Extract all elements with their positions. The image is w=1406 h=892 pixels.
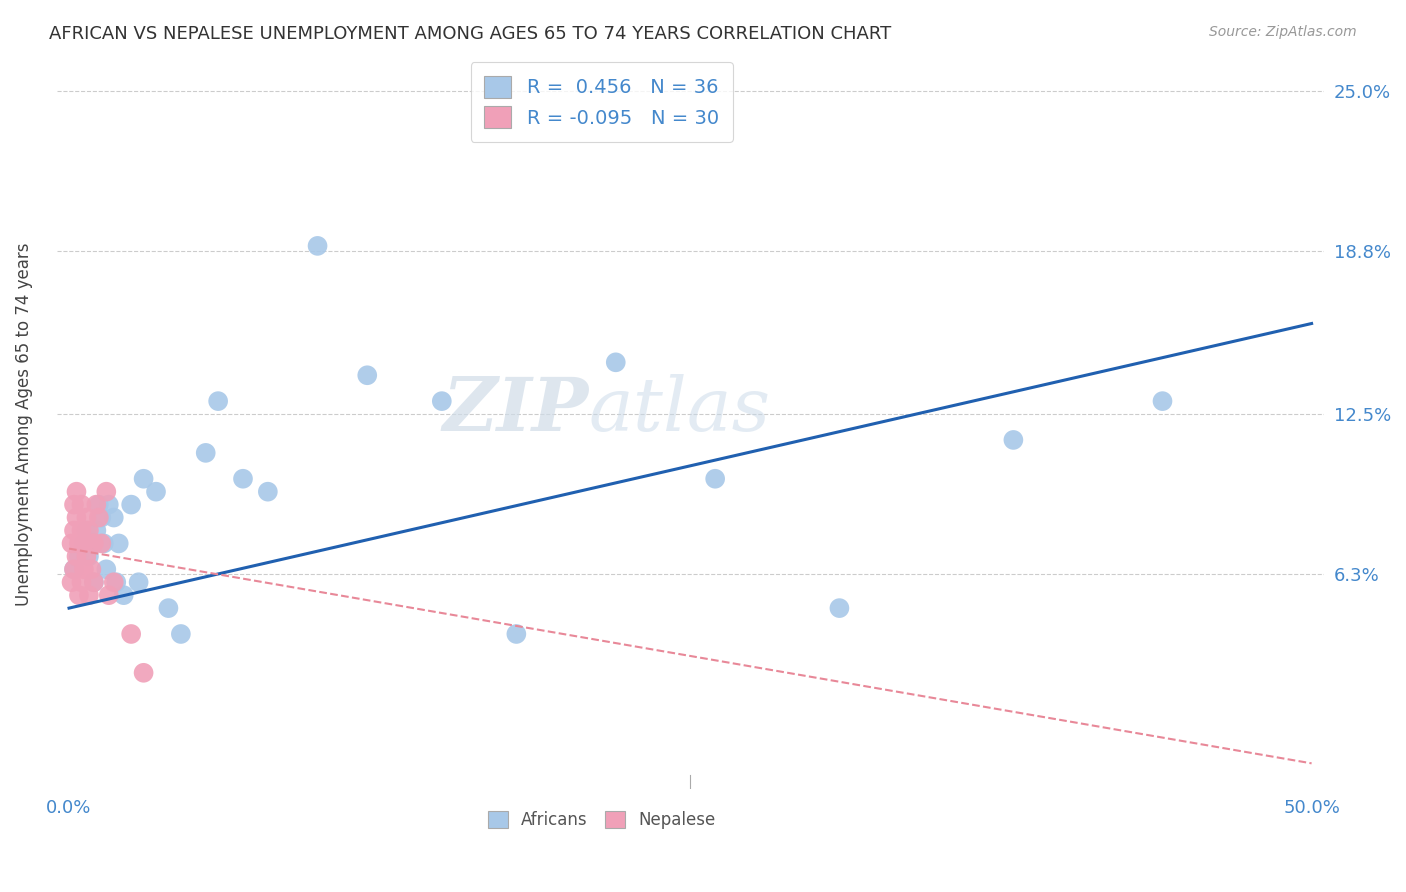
- Point: [63, 498, 86, 512]
- Point: [65, 484, 87, 499]
- Text: atlas: atlas: [589, 374, 770, 446]
- Point: [93, 536, 115, 550]
- Point: [96, 484, 118, 499]
- Point: [157, 601, 180, 615]
- Point: [75, 524, 97, 538]
- Point: [87, 498, 110, 512]
- Point: [75, 510, 97, 524]
- Point: [77, 549, 100, 564]
- Point: [145, 484, 167, 499]
- Point: [83, 575, 105, 590]
- Point: [86, 524, 108, 538]
- Point: [207, 394, 229, 409]
- Point: [96, 562, 118, 576]
- Point: [73, 536, 96, 550]
- Point: [70, 498, 93, 512]
- Point: [105, 575, 128, 590]
- Point: [80, 536, 103, 550]
- Point: [828, 601, 851, 615]
- Text: Source: ZipAtlas.com: Source: ZipAtlas.com: [1209, 25, 1357, 39]
- Point: [128, 575, 150, 590]
- Point: [97, 498, 120, 512]
- Point: [505, 627, 527, 641]
- Point: [80, 562, 103, 576]
- Y-axis label: Unemployment Among Ages 65 to 74 years: Unemployment Among Ages 65 to 74 years: [15, 243, 32, 607]
- Point: [63, 562, 86, 576]
- Point: [77, 524, 100, 538]
- Legend: Africans, Nepalese: Africans, Nepalese: [481, 804, 721, 836]
- Point: [120, 627, 142, 641]
- Point: [112, 588, 135, 602]
- Point: [1002, 433, 1025, 447]
- Point: [97, 588, 120, 602]
- Point: [65, 510, 87, 524]
- Point: [87, 510, 110, 524]
- Point: [257, 484, 280, 499]
- Point: [73, 562, 96, 576]
- Point: [60, 575, 83, 590]
- Point: [67, 588, 90, 602]
- Point: [194, 446, 217, 460]
- Point: [86, 498, 108, 512]
- Point: [132, 665, 155, 680]
- Text: AFRICAN VS NEPALESE UNEMPLOYMENT AMONG AGES 65 TO 74 YEARS CORRELATION CHART: AFRICAN VS NEPALESE UNEMPLOYMENT AMONG A…: [49, 25, 891, 43]
- Point: [356, 368, 378, 383]
- Point: [232, 472, 254, 486]
- Text: ZIP: ZIP: [443, 374, 589, 446]
- Point: [60, 536, 83, 550]
- Point: [605, 355, 627, 369]
- Point: [65, 549, 87, 564]
- Point: [430, 394, 453, 409]
- Point: [70, 524, 93, 538]
- Point: [83, 536, 105, 550]
- Point: [1152, 394, 1174, 409]
- Point: [67, 536, 90, 550]
- Point: [63, 524, 86, 538]
- Point: [90, 510, 112, 524]
- Point: [107, 536, 129, 550]
- Point: [73, 536, 96, 550]
- Point: [90, 536, 112, 550]
- Point: [70, 575, 93, 590]
- Point: [83, 575, 105, 590]
- Point: [120, 498, 142, 512]
- Point: [132, 472, 155, 486]
- Point: [307, 239, 329, 253]
- Point: [170, 627, 193, 641]
- Point: [704, 472, 727, 486]
- Point: [75, 549, 97, 564]
- Point: [103, 510, 125, 524]
- Point: [63, 562, 86, 576]
- Point: [67, 549, 90, 564]
- Point: [103, 575, 125, 590]
- Point: [77, 588, 100, 602]
